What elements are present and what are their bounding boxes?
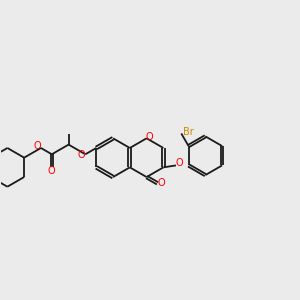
Text: O: O	[34, 141, 41, 152]
Text: O: O	[146, 132, 153, 142]
Text: O: O	[176, 158, 183, 168]
Text: O: O	[48, 166, 55, 176]
Text: O: O	[78, 150, 85, 160]
Text: Br: Br	[183, 127, 194, 137]
Text: O: O	[158, 178, 165, 188]
